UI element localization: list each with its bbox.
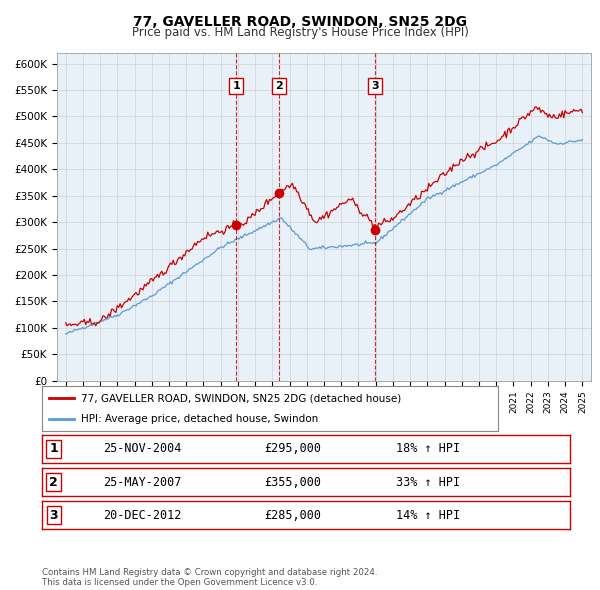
Text: 2: 2 (275, 81, 283, 91)
Text: HPI: Average price, detached house, Swindon: HPI: Average price, detached house, Swin… (81, 414, 318, 424)
Text: 77, GAVELLER ROAD, SWINDON, SN25 2DG (detached house): 77, GAVELLER ROAD, SWINDON, SN25 2DG (de… (81, 394, 401, 404)
Text: 20-DEC-2012: 20-DEC-2012 (103, 509, 181, 522)
Text: £285,000: £285,000 (264, 509, 321, 522)
Text: 25-MAY-2007: 25-MAY-2007 (103, 476, 181, 489)
Text: 1: 1 (232, 81, 240, 91)
Text: 18% ↑ HPI: 18% ↑ HPI (396, 442, 460, 455)
Text: 33% ↑ HPI: 33% ↑ HPI (396, 476, 460, 489)
Text: 3: 3 (371, 81, 379, 91)
Text: 3: 3 (49, 509, 58, 522)
Text: 77, GAVELLER ROAD, SWINDON, SN25 2DG: 77, GAVELLER ROAD, SWINDON, SN25 2DG (133, 15, 467, 29)
Text: 25-NOV-2004: 25-NOV-2004 (103, 442, 181, 455)
Text: Price paid vs. HM Land Registry's House Price Index (HPI): Price paid vs. HM Land Registry's House … (131, 26, 469, 39)
Text: £295,000: £295,000 (264, 442, 321, 455)
Text: 2: 2 (49, 476, 58, 489)
Text: 14% ↑ HPI: 14% ↑ HPI (396, 509, 460, 522)
Text: Contains HM Land Registry data © Crown copyright and database right 2024.
This d: Contains HM Land Registry data © Crown c… (42, 568, 377, 587)
Text: £355,000: £355,000 (264, 476, 321, 489)
Text: 1: 1 (49, 442, 58, 455)
